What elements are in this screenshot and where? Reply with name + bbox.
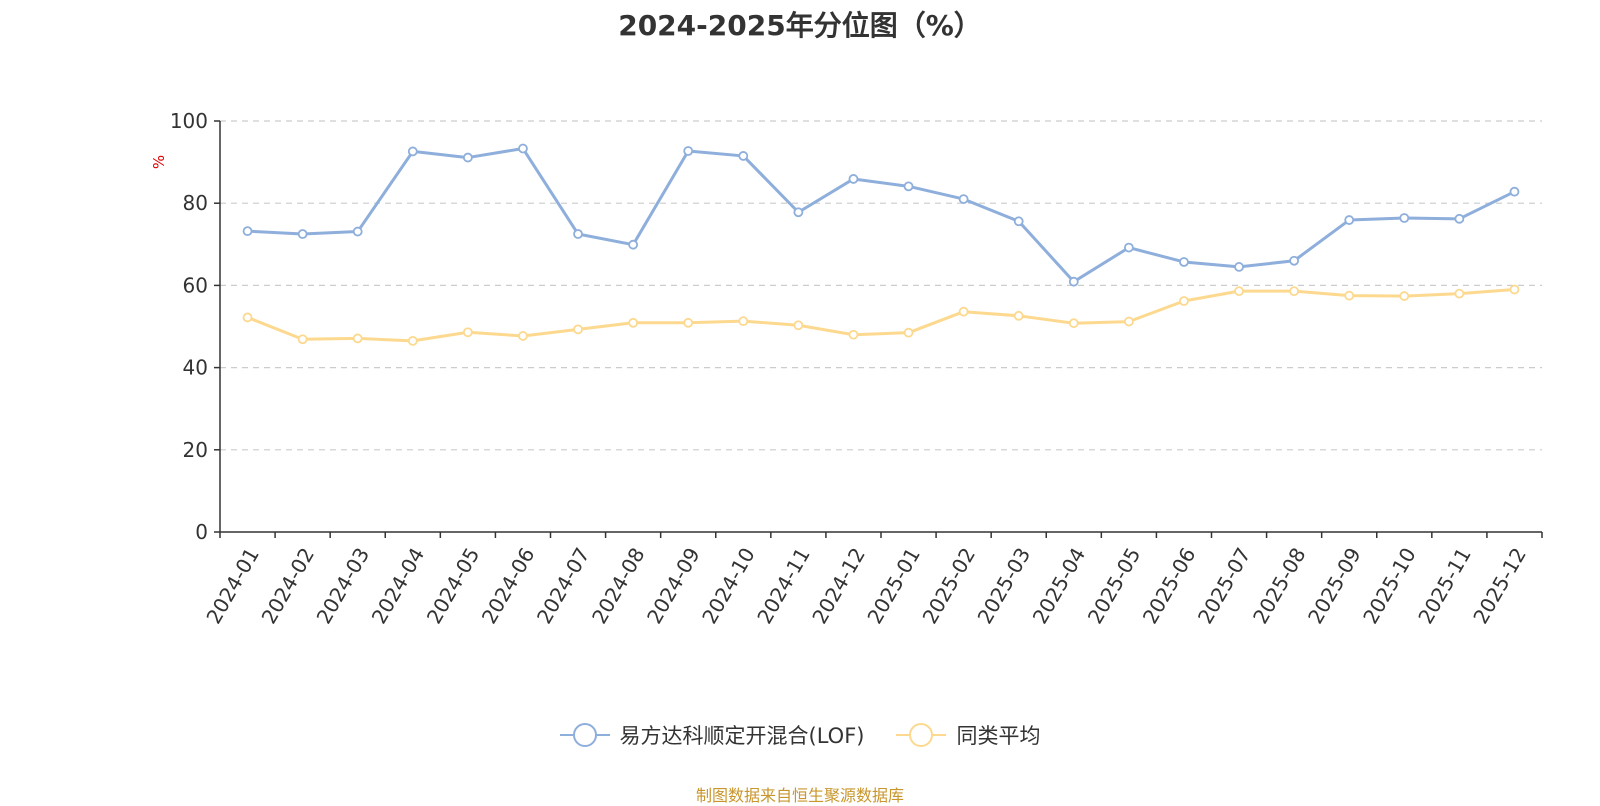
series-layer [242, 143, 1520, 346]
x-tick-label-2024-07: 2024-07 [532, 544, 595, 628]
y-tick-label-60: 60 [183, 273, 208, 297]
legend-label-series-2: 同类平均 [956, 724, 1041, 748]
x-tick-label-2025-12: 2025-12 [1468, 544, 1531, 628]
series-2-point-2024-08 [628, 317, 639, 328]
x-tick-label-2024-10: 2024-10 [697, 544, 760, 628]
series-2-point-2024-04 [407, 335, 418, 346]
x-tick-label-2025-07: 2025-07 [1193, 544, 1256, 628]
x-tick-label-2025-03: 2025-03 [973, 543, 1036, 627]
x-tick-label-2025-06: 2025-06 [1138, 544, 1201, 628]
y-tick-label-20: 20 [183, 438, 208, 462]
x-tick-label-2025-08: 2025-08 [1248, 544, 1311, 628]
axes: 0 20 40 60 80 100 2024-012024-022024-032024-04… [170, 109, 1543, 628]
x-tick-label-2024-08: 2024-08 [587, 544, 650, 628]
series-2-point-2024-11 [793, 320, 804, 331]
y-axis-unit-label: % [150, 155, 168, 169]
legend-item-series-2[interactable]: 同类平均 [896, 720, 1040, 750]
x-tick-label-2025-09: 2025-09 [1303, 544, 1366, 628]
series-2-point-2024-03 [352, 333, 363, 344]
series-2-point-2024-09 [683, 317, 694, 328]
series-1-point-2025-06 [1179, 257, 1189, 267]
series-2-point-2025-05 [1123, 316, 1134, 327]
series-1-point-2025-01 [903, 181, 914, 192]
legend-marker-series-2 [896, 723, 947, 747]
x-tick-label-2024-04: 2024-04 [367, 544, 430, 628]
series-2-point-2024-07 [573, 324, 583, 335]
x-tick-label-2024-11: 2024-11 [752, 544, 815, 628]
series-1-point-2025-05 [1123, 242, 1134, 253]
x-tick-label-2025-10: 2025-10 [1358, 544, 1421, 628]
legend-marker-series-1 [559, 723, 610, 747]
series-1-point-2025-12 [1509, 186, 1520, 197]
line-chart: 0 20 40 60 80 100 2024-012024-022024-032024-04… [150, 109, 1543, 628]
y-tick-label-100: 100 [170, 109, 208, 133]
series-2-point-2024-10 [738, 316, 749, 327]
series-1-point-2025-08 [1289, 255, 1300, 266]
y-tick-label-40: 40 [183, 356, 208, 380]
series-2-point-2024-06 [518, 331, 528, 341]
series-2-point-2025-06 [1179, 296, 1189, 306]
series-2-point-2025-07 [1234, 286, 1244, 297]
series-2-point-2025-11 [1454, 288, 1465, 299]
series-2-point-2025-04 [1068, 318, 1079, 329]
x-tick-label-2025-04: 2025-04 [1028, 544, 1091, 628]
x-tick-label-2025-05: 2025-05 [1083, 544, 1146, 628]
series-2-point-2025-09 [1344, 290, 1355, 301]
series-1-point-2025-02 [958, 194, 969, 204]
series-1-point-2024-05 [462, 152, 473, 163]
series-1-point-2024-09 [683, 146, 694, 156]
series-2-point-2025-10 [1399, 291, 1410, 301]
y-tick-label-0: 0 [195, 520, 208, 544]
series-2-point-2025-01 [903, 327, 914, 338]
legend: 易方达科顺定开混合(LOF) 同类平均 [0, 720, 1600, 750]
series-line-1 [247, 147, 1516, 284]
series-1-point-2025-03 [1013, 216, 1024, 227]
series-2-point-2025-02 [958, 306, 969, 317]
y-tick-label-80: 80 [183, 191, 208, 215]
series-1-point-2025-04 [1068, 276, 1079, 287]
x-tick-label-2025-01: 2025-01 [862, 544, 925, 628]
series-2-point-2025-12 [1509, 284, 1520, 295]
series-1-point-2024-08 [628, 239, 639, 250]
series-2-point-2024-01 [242, 312, 253, 323]
series-1-point-2025-10 [1399, 213, 1410, 223]
x-tick-label-2024-01: 2024-01 [201, 544, 264, 628]
series-1-point-2024-12 [848, 174, 859, 184]
chart-title: 2024-2025年分位图（%） [618, 9, 982, 42]
series-2-point-2024-12 [848, 329, 859, 340]
series-1-point-2025-09 [1344, 215, 1355, 225]
x-tick-label-2024-05: 2024-05 [422, 544, 485, 628]
series-1-point-2025-07 [1234, 262, 1244, 272]
x-tick-label-2024-03: 2024-03 [312, 544, 375, 628]
series-2-point-2024-05 [462, 327, 473, 338]
series-line-2 [246, 288, 1515, 343]
series-1-point-2024-11 [793, 207, 804, 218]
source-note: 制图数据来自恒生聚源数据库 [695, 786, 904, 805]
series-1-point-2024-01 [242, 226, 253, 237]
gridlines [220, 120, 1542, 451]
series-1-point-2025-11 [1454, 213, 1465, 224]
series-1-point-2024-03 [352, 226, 363, 237]
series-1-point-2024-02 [297, 229, 308, 239]
series-2-point-2025-03 [1013, 310, 1024, 321]
series-2-point-2025-08 [1289, 286, 1300, 297]
x-tick-label-2025-02: 2025-02 [918, 544, 981, 628]
series-1-point-2024-06 [518, 143, 528, 154]
x-tick-label-2024-02: 2024-02 [257, 544, 320, 628]
series-2-point-2024-02 [297, 334, 308, 345]
x-tick-label-2025-11: 2025-11 [1413, 544, 1476, 628]
x-tick-label-2024-12: 2024-12 [807, 544, 870, 628]
x-tick-label-2024-09: 2024-09 [642, 544, 705, 628]
x-tick-label-2024-06: 2024-06 [477, 544, 540, 628]
series-1-point-2024-07 [573, 229, 583, 239]
series-1-point-2024-10 [738, 151, 749, 161]
legend-item-series-1[interactable]: 易方达科顺定开混合(LOF) [559, 720, 865, 750]
legend-label-series-1: 易方达科顺定开混合(LOF) [619, 724, 865, 748]
series-1-point-2024-04 [407, 146, 418, 157]
